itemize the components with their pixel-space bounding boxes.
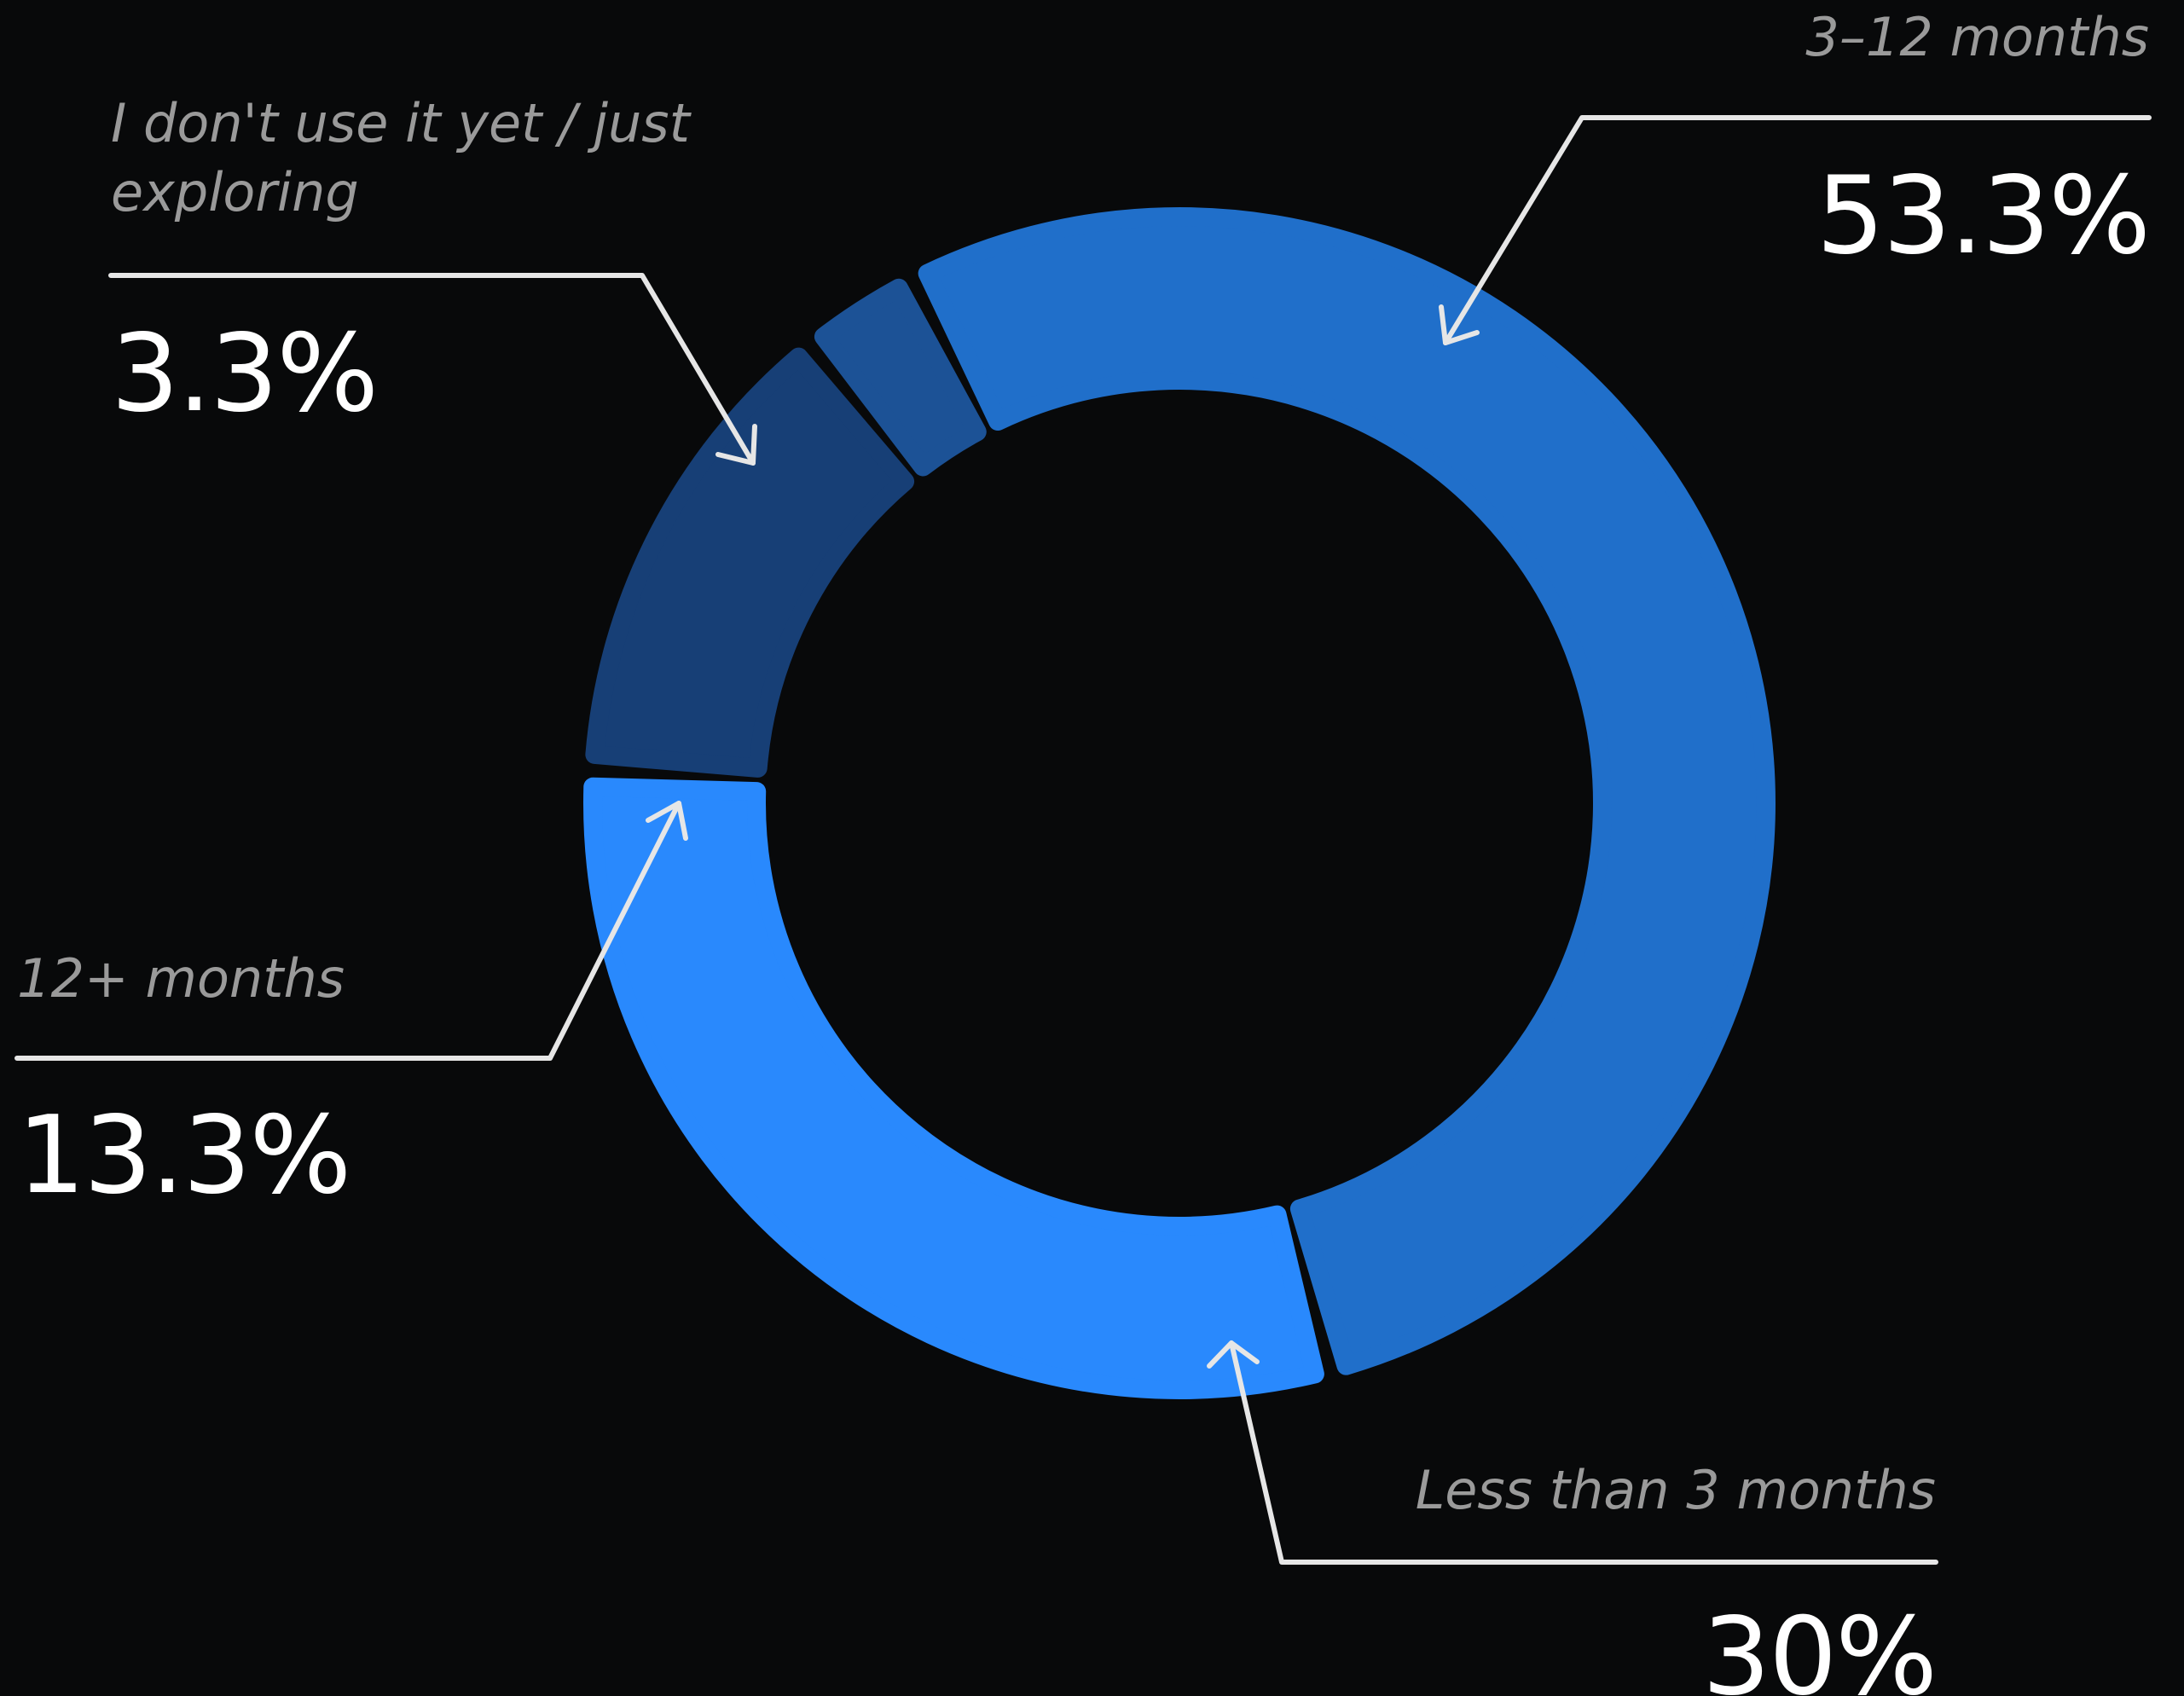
- slice-value-dont-use: 3.3%: [111, 310, 379, 436]
- slice-label-3-12-months: 3–12 months: [1805, 6, 2149, 68]
- slice-label-less-than-3-months: Less than 3 months: [1415, 1459, 1936, 1521]
- slice-value-12-plus-months: 13.3%: [17, 1092, 351, 1218]
- arrowhead-dont-use: [715, 424, 757, 466]
- slice-label-12-plus-months: 12+ months: [17, 947, 345, 1010]
- leader-line-3-12-months: [1443, 115, 2152, 345]
- donut-slice-i-don-t-use-it-yet-just-exploring: [814, 278, 987, 477]
- arrowhead-3-12-months: [1439, 304, 1480, 345]
- leader-line-12-plus-months: [14, 801, 681, 1061]
- arrowhead-12-plus-months: [646, 801, 688, 841]
- slice-label-dont-use: I don't use it yet / just exploring: [111, 92, 690, 223]
- arrowhead-less-than-3-months: [1207, 1340, 1260, 1369]
- donut-slice-3-12-months: [918, 207, 1776, 1375]
- slice-value-less-than-3-months: 30%: [1701, 1594, 1938, 1696]
- donut-slice-12-months: [585, 347, 915, 778]
- slice-value-3-12-months: 53.3%: [1816, 153, 2151, 278]
- leader-line-less-than-3-months: [1229, 1340, 1938, 1565]
- donut-slice-less-than-3-months: [583, 777, 1324, 1399]
- leader-line-dont-use: [108, 273, 756, 466]
